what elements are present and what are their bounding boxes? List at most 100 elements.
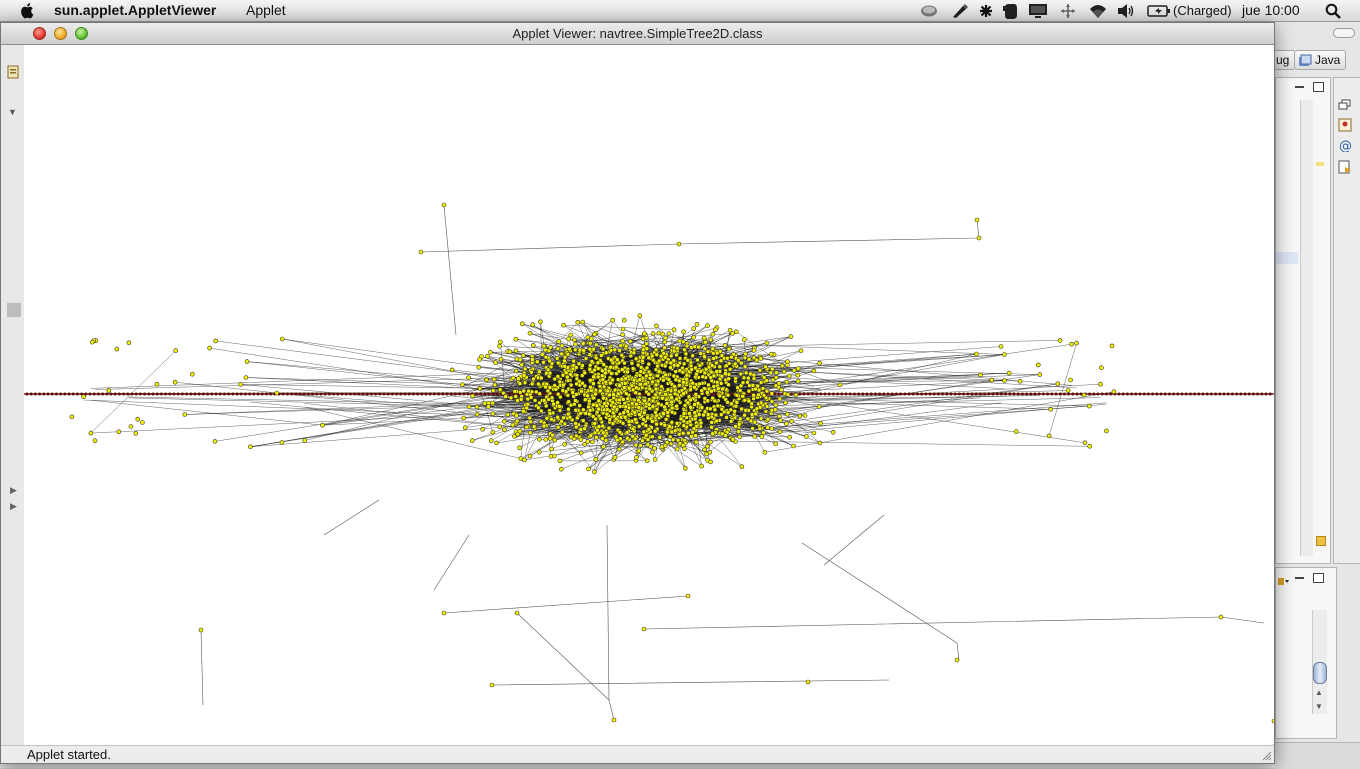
tree-node[interactable] [1069, 341, 1074, 347]
tree-node[interactable] [622, 385, 627, 390]
tree-node[interactable] [685, 593, 691, 599]
tree-node[interactable] [1081, 392, 1087, 398]
tree-node[interactable] [768, 351, 774, 357]
tree-node[interactable] [599, 353, 604, 358]
tree-node[interactable] [727, 327, 733, 333]
tree-node[interactable] [779, 363, 785, 369]
tree-node[interactable] [706, 357, 712, 363]
tree-node[interactable] [573, 421, 579, 426]
tree-node[interactable] [661, 350, 667, 356]
tree-node[interactable] [754, 406, 760, 412]
tree-node[interactable] [664, 429, 670, 435]
tree-node[interactable] [671, 348, 677, 354]
tree-node[interactable] [663, 391, 668, 397]
tree-node[interactable] [625, 396, 631, 402]
tree-node[interactable] [709, 424, 714, 430]
tree-node[interactable] [580, 407, 586, 413]
tree-node[interactable] [777, 429, 783, 435]
tree-node[interactable] [708, 439, 713, 445]
tree-node[interactable] [527, 453, 533, 459]
tree-node[interactable] [674, 403, 679, 409]
tree-node[interactable] [636, 397, 641, 403]
tree-node[interactable] [643, 381, 649, 387]
tree-node[interactable] [501, 427, 507, 433]
tree-node[interactable] [784, 421, 789, 427]
tree-node[interactable] [575, 319, 581, 325]
tree-node[interactable] [564, 374, 570, 380]
tree-node[interactable] [583, 411, 589, 416]
tree-node[interactable] [682, 403, 688, 408]
tree-node[interactable] [527, 430, 533, 436]
tree-node[interactable] [715, 403, 721, 409]
tree-node[interactable] [1087, 403, 1092, 409]
tree-node[interactable] [582, 370, 588, 376]
tree-node[interactable] [581, 348, 587, 353]
tree-node[interactable] [627, 338, 633, 344]
tree-node[interactable] [574, 433, 579, 439]
tree-node[interactable] [641, 626, 647, 632]
tree-node[interactable] [566, 399, 572, 405]
tree-node[interactable] [182, 412, 188, 417]
tree-node[interactable] [785, 359, 790, 364]
tree-node[interactable] [791, 368, 797, 373]
tree-node[interactable] [644, 373, 649, 379]
tree-node[interactable] [761, 392, 767, 398]
tree-node[interactable] [737, 388, 743, 393]
tree-node[interactable] [497, 424, 503, 430]
tree-node[interactable] [559, 429, 565, 435]
tree-node[interactable] [603, 350, 609, 356]
zoom-button[interactable] [75, 27, 88, 40]
package-explorer-icon[interactable] [7, 65, 19, 79]
tree-node[interactable] [577, 347, 583, 353]
tree-node[interactable] [764, 388, 770, 394]
tree-node[interactable] [680, 339, 686, 345]
tree-node[interactable] [758, 400, 764, 406]
tree-node[interactable] [661, 377, 666, 383]
tree-node[interactable] [699, 463, 704, 469]
tree-node[interactable] [567, 346, 572, 352]
tree-node[interactable] [633, 390, 639, 396]
tree-node[interactable] [695, 368, 700, 374]
tree-node[interactable] [636, 423, 642, 429]
debug-perspective-button[interactable]: ug [1270, 50, 1295, 70]
tree-node[interactable] [623, 391, 629, 396]
tree-node[interactable] [585, 439, 591, 444]
tree-node[interactable] [513, 336, 519, 342]
tree-node[interactable] [630, 366, 636, 371]
tree-node[interactable] [756, 392, 761, 398]
tree-node[interactable] [655, 378, 661, 384]
tree-node[interactable] [582, 397, 588, 402]
tree-node[interactable] [811, 368, 817, 374]
tree-node[interactable] [521, 373, 527, 378]
tree-node[interactable] [588, 433, 594, 438]
tree-node[interactable] [551, 401, 556, 407]
tree-node[interactable] [642, 398, 647, 404]
tree-node[interactable] [620, 397, 626, 402]
tree-node[interactable] [549, 446, 554, 452]
tree-node[interactable] [571, 337, 577, 343]
tree-node[interactable] [580, 418, 586, 423]
collapse-arrow-icon[interactable]: ▼ [8, 107, 17, 117]
tree-node[interactable] [720, 386, 725, 392]
tree-node[interactable] [672, 391, 678, 397]
tree-node[interactable] [692, 402, 697, 407]
tree-node[interactable] [559, 351, 564, 357]
tree-node[interactable] [723, 433, 728, 438]
tree-node[interactable] [662, 339, 668, 345]
scroll-up-arrow-icon[interactable]: ▲ [1315, 688, 1323, 697]
tree-node[interactable] [795, 378, 801, 384]
tree-node[interactable] [733, 375, 738, 381]
tree-node[interactable] [727, 366, 733, 372]
tree-node[interactable] [783, 400, 788, 406]
tree-node[interactable] [677, 440, 683, 446]
tree-node[interactable] [666, 331, 672, 336]
tree-node[interactable] [687, 418, 693, 424]
tree-node[interactable] [837, 382, 843, 388]
tree-node[interactable] [547, 358, 552, 364]
tree-node[interactable] [714, 369, 720, 374]
tree-node[interactable] [759, 434, 765, 439]
tree-node[interactable] [654, 352, 660, 358]
tree-node[interactable] [776, 413, 782, 419]
tree-node[interactable] [580, 380, 585, 386]
tree-node[interactable] [708, 337, 714, 343]
